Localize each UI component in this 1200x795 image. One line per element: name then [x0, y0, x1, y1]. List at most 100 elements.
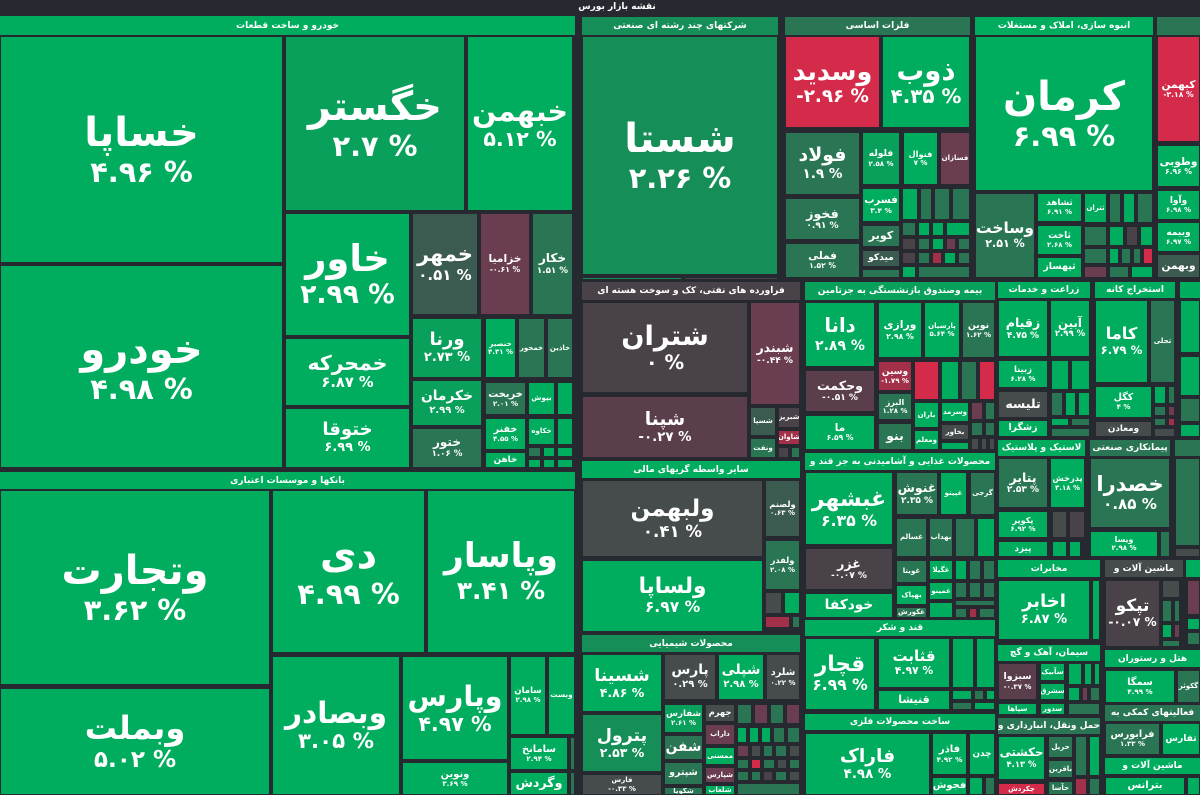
small-stock-tile[interactable] [1084, 663, 1092, 685]
stock-tile[interactable]: خمهر ۰.۵۱ % [412, 213, 478, 315]
stock-tile[interactable]: پتایر ۲.۵۳ % [998, 458, 1048, 508]
small-stock-tile[interactable] [749, 727, 759, 743]
small-stock-tile[interactable] [969, 777, 983, 795]
small-stock-tile[interactable] [1168, 406, 1175, 416]
small-stock-tile[interactable] [557, 447, 573, 457]
stock-tile[interactable]: باقرین [1048, 760, 1073, 778]
small-stock-tile[interactable] [914, 361, 939, 400]
stock-tile[interactable]: کرمان ۶.۹۹ % [975, 36, 1153, 191]
small-stock-tile[interactable] [932, 238, 944, 250]
small-stock-tile[interactable] [1187, 618, 1200, 630]
small-stock-tile[interactable] [763, 771, 773, 781]
small-stock-tile[interactable] [1089, 778, 1100, 795]
small-stock-tile[interactable] [918, 252, 930, 264]
small-stock-tile[interactable] [946, 222, 970, 236]
stock-tile[interactable]: سمگا ۴.۹۹ % [1105, 670, 1175, 703]
small-stock-tile[interactable] [1078, 392, 1090, 416]
small-stock-tile[interactable] [983, 582, 995, 598]
stock-tile[interactable]: چدن [969, 733, 995, 775]
stock-tile[interactable]: شلعاب [705, 785, 735, 795]
stock-tile[interactable]: تفارس [1162, 723, 1200, 755]
small-stock-tile[interactable] [955, 608, 967, 618]
stock-tile[interactable]: بترانس [1105, 777, 1185, 795]
stock-tile[interactable]: غکورش [896, 607, 927, 618]
small-stock-tile[interactable] [1168, 386, 1175, 404]
sector-header[interactable]: هتل و رستوران [1105, 650, 1200, 667]
stock-tile[interactable]: سامانخ ۲.۹۴ % [510, 737, 568, 770]
stock-tile[interactable]: پکویر ۶.۹۲ % [998, 511, 1048, 538]
small-stock-tile[interactable] [1084, 266, 1107, 278]
stock-tile[interactable]: پارس ۰.۲۹ % [664, 654, 716, 700]
small-stock-tile[interactable] [1109, 266, 1129, 278]
stock-tile[interactable]: زشگرا [998, 420, 1048, 437]
stock-tile[interactable]: سامان ۲.۹۸ % [510, 656, 546, 735]
small-stock-tile[interactable] [1187, 632, 1200, 645]
stock-tile[interactable]: شفن [664, 735, 703, 760]
small-stock-tile[interactable] [1052, 511, 1067, 538]
small-stock-tile[interactable] [737, 704, 752, 724]
small-stock-tile[interactable] [929, 602, 953, 618]
sector-header[interactable]: قند و شکر [805, 620, 995, 636]
stock-tile[interactable]: خمحرکه ۶.۸۷ % [285, 338, 410, 406]
stock-tile[interactable]: فاراک ۴.۹۸ % [805, 733, 930, 795]
stock-tile[interactable]: ولساپا ۶.۹۷ % [582, 560, 763, 632]
stock-tile[interactable]: وسین -۱.۷۹ % [878, 361, 912, 391]
stock-tile[interactable]: خگستر ۲.۷ % [285, 36, 465, 211]
small-stock-tile[interactable] [955, 560, 967, 580]
stock-tile[interactable]: وطوبی ۶.۹۶ % [1157, 145, 1200, 187]
stock-tile[interactable]: ثشاهد ۶.۹۱ % [1037, 193, 1082, 222]
small-stock-tile[interactable] [1154, 386, 1166, 404]
small-stock-tile[interactable] [969, 560, 981, 580]
small-stock-tile[interactable] [570, 772, 575, 795]
stock-tile[interactable]: وپاسار ۳.۴۱ % [427, 490, 575, 653]
sector-header[interactable]: سایر واسطه گریهای مالی [582, 461, 800, 478]
stock-tile[interactable]: تپکو -۰.۰۷ % [1105, 580, 1160, 647]
small-stock-tile[interactable] [971, 438, 979, 450]
small-stock-tile[interactable] [761, 727, 771, 743]
small-stock-tile[interactable] [946, 238, 956, 250]
small-stock-tile[interactable] [985, 402, 995, 420]
stock-tile[interactable]: خکرمان ۲.۹۹ % [412, 380, 482, 426]
small-stock-tile[interactable] [1126, 226, 1138, 246]
stock-tile[interactable]: گکوثر [1177, 670, 1200, 703]
stock-tile[interactable]: حکشتی ۴.۱۳ % [998, 736, 1045, 780]
stock-tile[interactable]: البرز ۱.۲۸ % [878, 393, 912, 420]
small-stock-tile[interactable] [582, 277, 682, 280]
small-stock-tile[interactable] [773, 727, 785, 743]
stock-tile[interactable]: غسالم [896, 518, 927, 557]
small-stock-tile[interactable] [1092, 580, 1100, 640]
sector-header[interactable]: بیمه وصندوق بازنشستگی به جزتامین [805, 282, 995, 300]
small-stock-tile[interactable] [971, 422, 983, 436]
stock-tile[interactable]: زبینا ۶.۲۸ % [998, 360, 1048, 388]
small-stock-tile[interactable] [754, 704, 768, 724]
small-stock-tile[interactable] [981, 438, 987, 450]
small-stock-tile[interactable] [751, 759, 761, 769]
small-stock-tile[interactable] [737, 783, 800, 795]
small-stock-tile[interactable] [1175, 458, 1200, 546]
stock-tile[interactable]: زقیام ۴.۷۵ % [998, 300, 1048, 357]
stock-tile[interactable]: وبملت ۵.۰۲ % [0, 688, 270, 795]
small-stock-tile[interactable] [1068, 703, 1100, 715]
stock-tile[interactable]: خبهمن ۵.۱۲ % [467, 36, 573, 211]
stock-tile[interactable]: فرابورس ۱.۳۳ % [1105, 723, 1160, 755]
stock-tile[interactable]: شگویا [664, 787, 703, 795]
stock-tile[interactable]: پدرخش ۳.۱۸ % [1050, 458, 1085, 508]
stock-tile[interactable]: وبصادر ۳.۰۵ % [272, 656, 400, 795]
small-stock-tile[interactable] [969, 608, 977, 618]
stock-tile[interactable]: آبین ۲.۹۹ % [1050, 300, 1090, 357]
small-stock-tile[interactable] [979, 361, 995, 400]
stock-tile[interactable]: شپلی ۲.۹۸ % [718, 654, 764, 700]
stock-tile[interactable]: داراب [705, 724, 735, 745]
stock-tile[interactable]: تجلی [1150, 300, 1175, 383]
stock-tile[interactable]: فجوش [932, 777, 967, 795]
stock-tile[interactable]: وگردش [510, 772, 568, 795]
stock-tile[interactable]: ومعلم [914, 430, 939, 450]
small-stock-tile[interactable] [1068, 663, 1082, 685]
stock-tile[interactable]: ولصنم ۰.۶۳ % [765, 480, 800, 537]
stock-tile[interactable]: خودرو ۴.۹۸ % [0, 265, 283, 468]
small-stock-tile[interactable] [1068, 687, 1080, 701]
sector-header[interactable]: فلزات اساسی [785, 17, 970, 35]
small-stock-tile[interactable] [1075, 778, 1087, 795]
stock-tile[interactable]: ثاخت ۲.۶۸ % [1037, 225, 1082, 255]
stock-tile[interactable]: خفنر ۴.۵۵ % [485, 418, 526, 450]
